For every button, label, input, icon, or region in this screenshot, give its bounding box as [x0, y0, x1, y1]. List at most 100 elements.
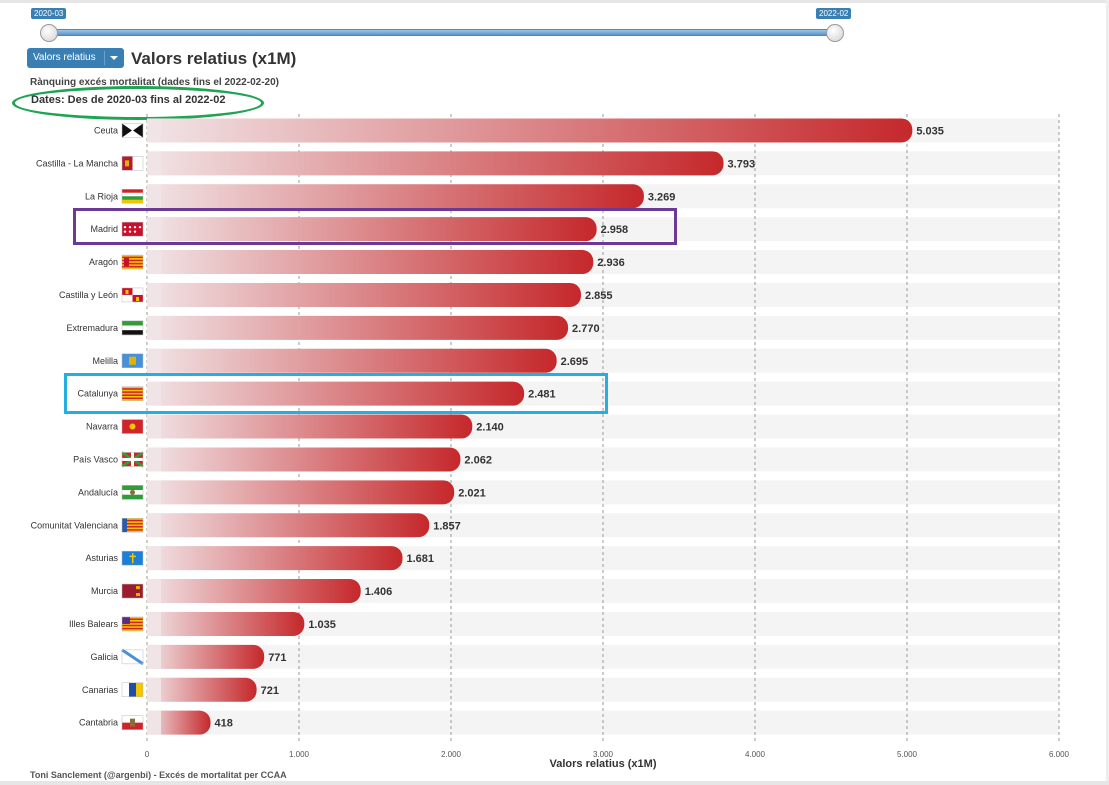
category-label: Catalunya [77, 389, 118, 399]
melilla-flag-icon [121, 353, 144, 368]
bar-left-cap [147, 480, 161, 505]
metric-select-value: Valors relatius [33, 52, 96, 63]
value-label: 418 [215, 718, 233, 730]
page-title: Valors relatius (x1M) [131, 49, 297, 68]
slider-start-handle[interactable] [40, 24, 58, 42]
bar [147, 447, 461, 472]
value-label: 2.695 [561, 356, 589, 368]
extremadura-flag-icon [121, 320, 144, 336]
category-label: Canarias [82, 685, 119, 695]
bar [147, 480, 455, 505]
value-label: 2.936 [597, 257, 625, 269]
value-label: 2.062 [464, 454, 492, 466]
bar [147, 677, 257, 702]
value-label: 5.035 [916, 125, 944, 137]
x-tick-label: 6.000 [1049, 750, 1070, 759]
value-label: 3.793 [728, 158, 756, 170]
x-tick-label: 0 [145, 750, 150, 759]
asturias-flag-icon [121, 550, 144, 566]
andalucia-flag-icon [121, 485, 144, 500]
bar [147, 414, 473, 439]
pais-vasco-flag-icon [121, 451, 144, 468]
category-label: Asturias [85, 553, 118, 563]
x-tick-label: 5.000 [897, 750, 918, 759]
right-border [1106, 0, 1109, 785]
bar-left-cap [147, 546, 161, 571]
category-label: Cantabria [79, 718, 118, 728]
select-divider [104, 51, 105, 65]
bar-left-cap [147, 348, 161, 373]
value-label: 2.140 [476, 422, 504, 434]
bar-left-cap [147, 579, 161, 604]
bar [147, 611, 305, 636]
slider-end-handle[interactable] [826, 24, 844, 42]
category-label: Castilla - La Mancha [36, 158, 118, 168]
bar [147, 579, 361, 604]
bar-left-cap [147, 151, 161, 176]
category-label: Aragón [89, 257, 118, 267]
value-label: 2.958 [601, 224, 629, 236]
bar-left-cap [147, 282, 161, 307]
x-axis-title: Valors relatius (x1M) [550, 758, 657, 770]
category-label: Castilla y León [59, 290, 118, 300]
navarra-flag-icon [121, 419, 144, 434]
x-tick-label: 4.000 [745, 750, 766, 759]
bar [147, 217, 597, 242]
catalunya-highlight-box [64, 373, 608, 414]
bar-left-cap [147, 315, 161, 340]
chevron-down-icon [110, 56, 118, 60]
bar [147, 381, 525, 406]
category-label: Illes Balears [69, 619, 119, 629]
la-rioja-flag-icon [121, 189, 144, 204]
metric-select[interactable]: Valors relatius [27, 48, 124, 68]
green-highlight-ellipse [12, 86, 264, 120]
bar-left-cap [147, 118, 161, 143]
comunitat-valenciana-flag-icon [121, 518, 144, 533]
cantabria-flag-icon [121, 715, 144, 730]
category-label: Melilla [92, 356, 118, 366]
chart-subtitle: Rànquing excés mortalitat (dades fins el… [30, 77, 279, 88]
value-label: 2.481 [528, 389, 556, 401]
value-label: 1.857 [433, 520, 461, 532]
bar-left-cap [147, 184, 161, 209]
bar [147, 151, 724, 176]
murcia-flag-icon [121, 583, 144, 599]
bar [147, 546, 403, 571]
value-label: 721 [261, 685, 279, 697]
castilla-la-mancha-flag-icon [121, 156, 144, 171]
bar-left-cap [147, 414, 161, 439]
date-range-slider[interactable]: 2020-03 2022-02 [0, 0, 1109, 48]
bar-left-cap [147, 447, 161, 472]
author-credit: Toni Sanclement (@argenbi) - Excés de mo… [30, 770, 287, 780]
category-label: Murcia [91, 586, 118, 596]
bar-left-cap [147, 513, 161, 538]
value-label: 3.269 [648, 191, 676, 203]
bar-left-cap [147, 644, 161, 669]
bar [147, 513, 430, 538]
top-border [0, 0, 1109, 3]
bar [147, 348, 557, 373]
aragon-flag-icon [121, 254, 144, 270]
category-label: Extremadura [66, 323, 118, 333]
bar-left-cap [147, 217, 161, 242]
madrid-highlight-box [73, 208, 677, 245]
bar [147, 282, 581, 307]
category-label: Navarra [86, 422, 118, 432]
x-tick-label: 3.000 [593, 750, 614, 759]
value-label: 2.770 [572, 323, 600, 335]
bar [147, 710, 211, 735]
category-label: Galicia [90, 652, 118, 662]
bar-left-cap [147, 381, 161, 406]
category-label: Andalucía [78, 487, 118, 497]
value-label: 1.035 [308, 619, 336, 631]
castilla-y-leon-flag-icon [121, 287, 144, 303]
illes-balears-flag-icon [121, 616, 144, 632]
bar [147, 118, 913, 143]
bar [147, 644, 265, 669]
bottom-border [0, 781, 1109, 785]
value-label: 771 [268, 652, 286, 664]
catalunya-flag-icon [121, 386, 144, 401]
value-label: 2.855 [585, 290, 613, 302]
slider-end-label: 2022-02 [816, 8, 852, 19]
